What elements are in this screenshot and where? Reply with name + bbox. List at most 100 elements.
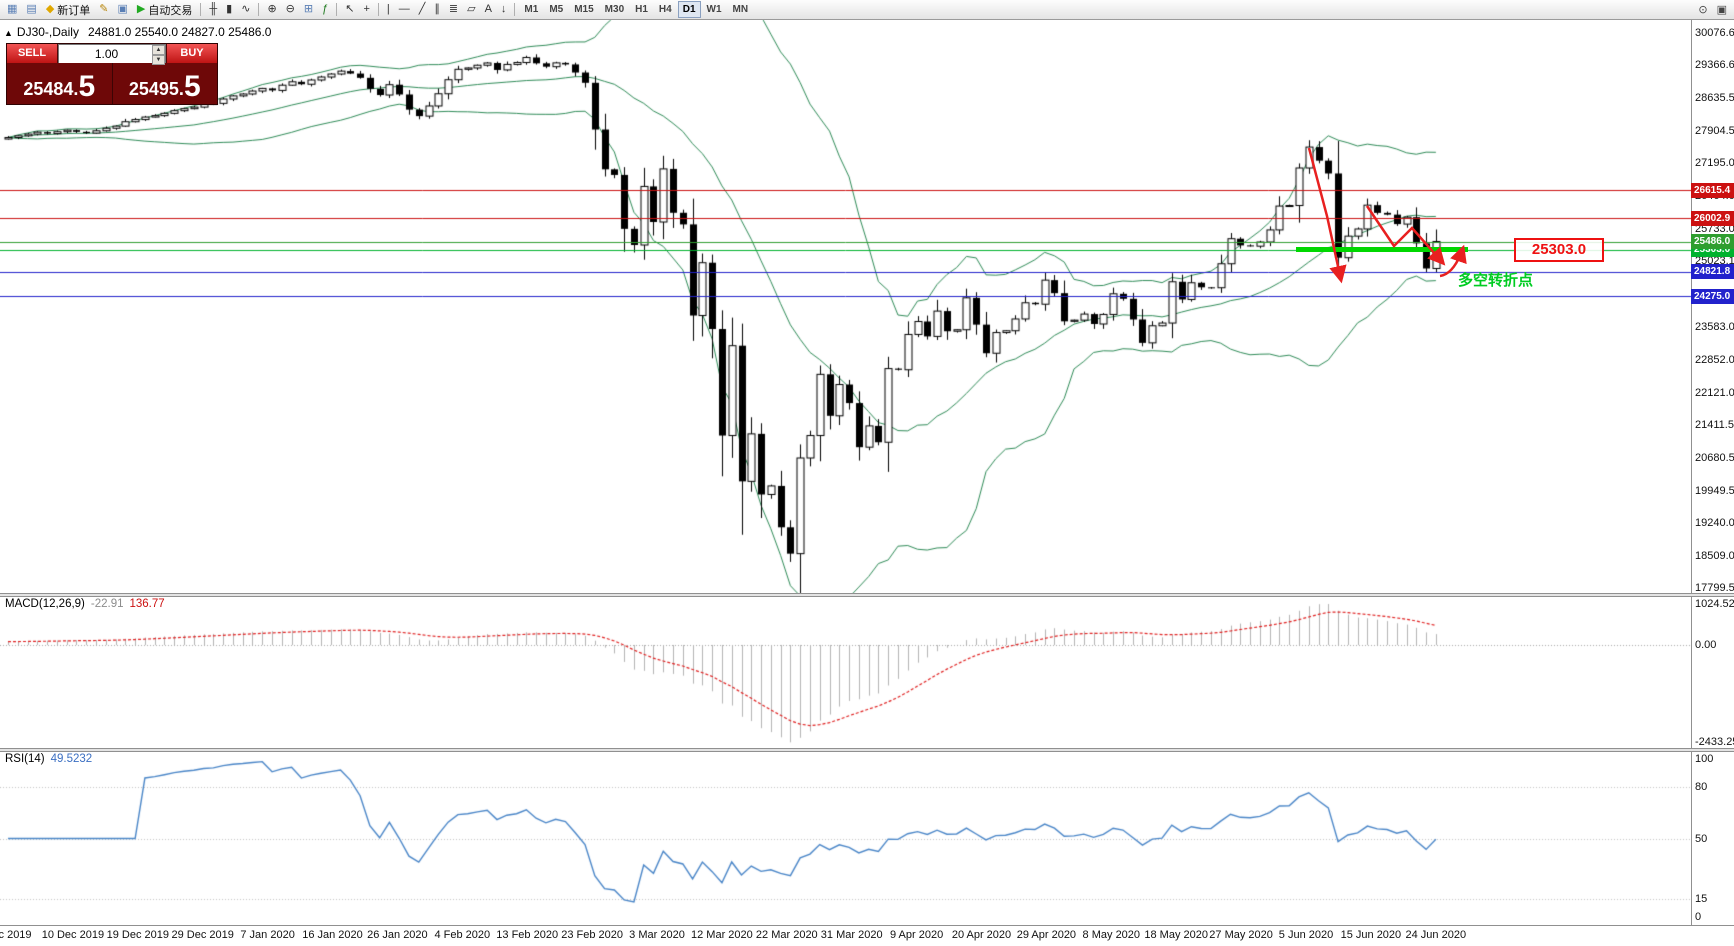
date-axis-label: 29 Dec 2019 [171,929,234,941]
price-axis-label: 23583.0 [1695,320,1734,333]
terminal-button[interactable]: ▣ [114,0,132,19]
date-axis-label: 31 Mar 2020 [820,929,883,941]
sell-price-pip: 5 [78,70,96,103]
arrange-windows-button[interactable]: ⊞ [300,0,317,19]
price-axis-label: 18509.0 [1695,550,1734,563]
toolbar-separator [336,3,338,16]
timeframe-m1-button[interactable]: M1 [524,4,539,15]
equidistant-channel-button[interactable]: ∥ [430,0,444,19]
candlestick-chart-type-icon: ▮ [226,3,233,15]
support-price-callout[interactable]: 25303.0 [1514,238,1604,262]
date-axis-label: 5 Jun 2020 [1278,929,1334,941]
price-axis-label: 27904.5 [1695,125,1734,138]
bar-chart-type-button[interactable]: ╫ [205,0,221,19]
zoom-out-button[interactable]: ⊖ [282,0,299,19]
date-axis-label: 4 Feb 2020 [434,929,491,941]
indicators-button[interactable]: ƒ [318,0,332,19]
timeframe-m5-button[interactable]: M5 [549,4,564,15]
timeframe-h4-button[interactable]: H4 [658,4,672,15]
buy-button[interactable]: BUY [167,44,217,63]
chart-profiles-button[interactable]: ▤ [22,0,40,19]
collapse-panel-icon[interactable]: ▲ [4,28,13,38]
new-order-icon: ◆ [45,3,55,15]
price-axis-border [1691,20,1692,925]
bid-price-tag: 25486.0 [1691,234,1734,250]
timeframe-h1-button[interactable]: H1 [635,4,648,15]
date-axis-label: 18 May 2020 [1144,929,1208,941]
vertical-line-button[interactable]: | [383,0,394,19]
new-order-button[interactable]: ◆ 新订单 [42,0,94,19]
date-axis-label: 16 Jan 2020 [302,929,363,941]
date-axis-label: 22 Mar 2020 [755,929,818,941]
candlestick-chart-type-button[interactable]: ▮ [222,0,236,19]
price-axis-label: 27195.0 [1695,157,1734,170]
metaeditor-button[interactable]: ✎ [95,0,112,19]
price-axis-label: 22121.0 [1695,386,1734,399]
price-axis-label: 22852.0 [1695,353,1734,366]
new-chart-button[interactable]: ▦ [3,0,21,19]
sell-price-main: 25484. [23,79,79,99]
chart-profiles-icon: ▤ [26,3,37,15]
macd-signal-value: 136.77 [129,598,165,610]
date-axis-label: 7 Jan 2020 [240,929,295,941]
ohlc-values: 24881.0 25540.0 24827.0 25486.0 [87,25,272,39]
price-axis-label: 28635.5 [1695,91,1734,104]
autotrading-label: 自动交易 [148,4,193,17]
date-axis-label: 29 Apr 2020 [1016,929,1077,941]
arrows-icon: ↓ [500,3,507,15]
chart-area[interactable] [0,0,1691,946]
pane-separator[interactable] [0,593,1734,597]
date-axis-label: Dec 2019 [0,929,32,941]
price-tag: 24275.0 [1691,288,1734,304]
turning-point-label[interactable]: 多空转折点 [1458,272,1534,289]
autotrading-button[interactable]: ▶ 自动交易 [133,0,196,19]
panels-icon[interactable]: ▣ [1716,4,1727,16]
arrows-button[interactable]: ↓ [497,0,511,19]
cursor-button[interactable]: ↖ [341,0,358,19]
volume-input[interactable] [59,45,165,63]
trendline-icon: ╱ [418,3,426,15]
timeframe-mn-button[interactable]: MN [732,4,749,15]
volume-field: ▲ ▼ [58,44,166,65]
cursor-icon: ↖ [345,3,355,15]
macd-axis-label: 0.00 [1695,639,1717,651]
volume-up-icon[interactable]: ▲ [152,45,165,55]
macd-axis-label: -2433.25 [1695,736,1734,749]
toolbar-separator [377,3,379,16]
sell-price[interactable]: 25484. 5 [7,63,112,104]
timeframe-m15-button[interactable]: M15 [574,4,594,15]
line-chart-type-button[interactable]: ∿ [237,0,254,19]
horizontal-line-button[interactable]: ― [395,0,414,19]
volume-down-icon[interactable]: ▼ [152,55,165,65]
shapes-button[interactable]: ▱ [463,0,479,19]
price-axis-label: 25733.0 [1695,223,1734,236]
price-axis-label: 19949.5 [1695,485,1734,498]
crosshair-button[interactable]: + [359,0,373,19]
search-icon[interactable]: ⊙ [1698,4,1708,16]
equidistant-channel-icon: ∥ [434,3,440,15]
date-axis-label: 8 May 2020 [1082,929,1141,941]
date-axis[interactable] [0,925,1734,946]
toolbar-separator [200,3,202,16]
shapes-icon: ▱ [467,3,476,15]
trendline-button[interactable]: ╱ [415,0,430,19]
fibonacci-button[interactable]: ≣ [445,0,462,19]
timeframe-w1-button[interactable]: W1 [706,4,722,15]
sell-button[interactable]: SELL [7,44,57,63]
buy-price[interactable]: 25495. 5 [111,63,218,104]
pane-separator[interactable] [0,748,1734,752]
price-axis-label: 21411.5 [1695,418,1734,431]
indicators-icon: ƒ [322,3,329,15]
price-axis-label: 29366.6 [1695,58,1734,71]
macd-main-value: -22.91 [90,598,124,610]
toolbar-separator [258,3,260,16]
timeframe-d1-button[interactable]: D1 [677,1,701,18]
macd-axis-label: 1024.52 [1695,598,1734,611]
text-button[interactable]: A [481,0,496,19]
rsi-axis-label: 80 [1695,780,1708,793]
zoom-in-button[interactable]: ⊕ [263,0,280,19]
symbol-period-label: DJ30-,Daily [16,25,79,39]
timeframe-m30-button[interactable]: M30 [604,4,625,15]
horizontal-line-icon: ― [398,3,410,15]
